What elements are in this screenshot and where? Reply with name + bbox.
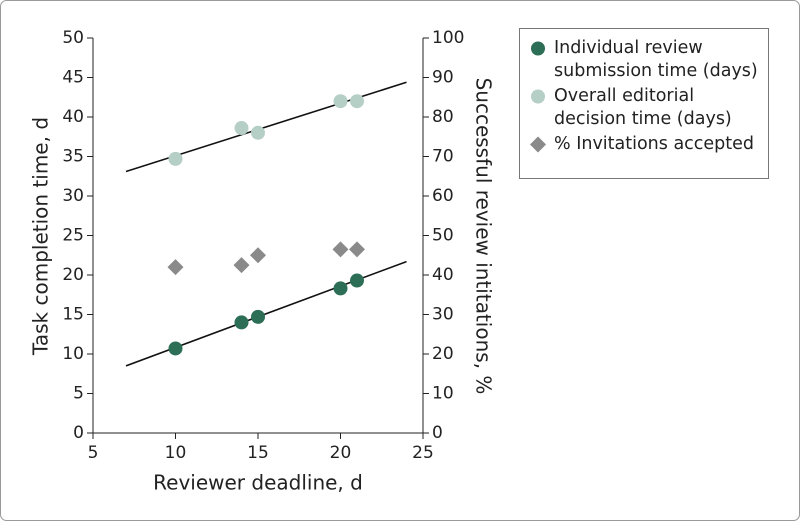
diamond-marker (167, 259, 184, 276)
circle-marker (531, 41, 545, 56)
y2-tick-label: 0 (432, 423, 443, 443)
y-tick-label: 40 (62, 107, 84, 127)
y2-tick-label: 20 (432, 344, 454, 364)
circle-marker (234, 315, 249, 330)
legend-label: Overall editorial decision time (days) (554, 86, 732, 129)
circle-marker (531, 89, 545, 104)
y-tick-label: 5 (73, 384, 84, 404)
diamond-marker (233, 257, 250, 274)
y2-tick-label: 50 (432, 226, 454, 246)
circle-marker (168, 341, 183, 356)
y-tick-label: 50 (62, 28, 84, 48)
legend-item: Overall editorial decision time (days) (528, 85, 760, 131)
circle-marker (251, 125, 265, 140)
y2-tick-label: 100 (432, 28, 464, 48)
y-tick-label: 35 (62, 147, 84, 167)
diamond-marker (530, 136, 546, 153)
x-axis-title: Reviewer deadline, d (153, 471, 363, 495)
y-tick-label: 45 (62, 68, 84, 88)
y2-tick-label: 40 (432, 265, 454, 285)
legend-marker (531, 41, 545, 56)
y2-axis-title: Successful review intitations, % (472, 78, 496, 395)
legend: Individual review submission time (days)… (519, 28, 769, 179)
y-axis-title: Task completion time, d (29, 117, 53, 356)
y2-tick-label: 90 (432, 68, 454, 88)
x-tick-label: 25 (412, 443, 434, 463)
trend-line (125, 81, 407, 173)
y2-tick-label: 80 (432, 107, 454, 127)
y-tick-label: 0 (73, 423, 84, 443)
legend-item: Individual review submission time (days) (528, 37, 760, 83)
circle-marker (333, 281, 348, 296)
y2-tick-label: 10 (432, 384, 454, 404)
y-tick-label: 20 (62, 265, 84, 285)
circle-marker (251, 309, 265, 324)
x-tick-label: 20 (330, 443, 352, 463)
legend-label: % Invitations accepted (554, 134, 755, 154)
legend-label: Individual review submission time (days) (554, 38, 758, 81)
legend-marker (531, 89, 545, 104)
x-tick-label: 15 (247, 443, 269, 463)
diamond-marker (250, 247, 266, 264)
circle-marker (350, 94, 364, 109)
x-tick-label: 5 (88, 443, 99, 463)
y2-tick-label: 30 (432, 305, 454, 325)
diamond-marker (332, 241, 349, 258)
x-tick-label: 10 (165, 443, 187, 463)
circle-marker (234, 121, 249, 136)
y2-tick-label: 60 (432, 186, 454, 206)
circle-marker (350, 273, 364, 288)
legend-marker (530, 136, 546, 153)
y-tick-label: 15 (62, 305, 84, 325)
y-tick-label: 25 (62, 226, 84, 246)
y-tick-label: 30 (62, 186, 84, 206)
trend-line (125, 260, 407, 367)
y-tick-label: 10 (62, 344, 84, 364)
circle-marker (333, 94, 348, 109)
circle-marker (168, 151, 183, 166)
y2-tick-label: 70 (432, 147, 454, 167)
legend-item: % Invitations accepted (528, 133, 760, 156)
diamond-marker (349, 241, 365, 258)
